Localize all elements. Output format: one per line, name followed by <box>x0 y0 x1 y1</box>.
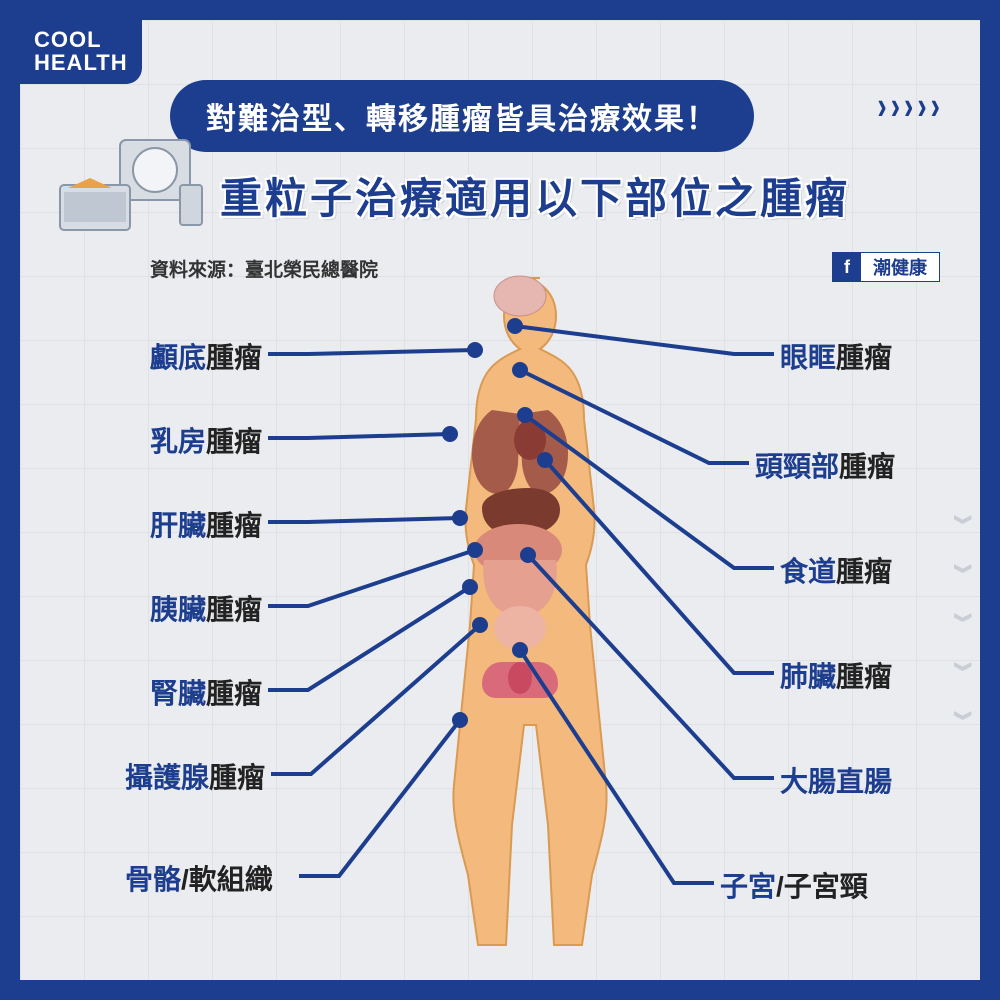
label-子宮: 子宮/子宮頸 <box>720 865 868 905</box>
headline-pill: 對難治型、轉移腫瘤皆具治療效果！ <box>170 80 754 152</box>
label-腎臟: 腎臟腫瘤 <box>150 672 262 712</box>
label-顱底: 顱底腫瘤 <box>150 336 262 376</box>
label-眼眶: 眼眶腫瘤 <box>780 336 892 376</box>
machine-illustration <box>50 130 210 250</box>
facebook-label: 潮健康 <box>861 254 939 280</box>
main-title: 重粒子治療適用以下部位之腫瘤 <box>220 165 850 226</box>
label-胰臟: 胰臟腫瘤 <box>150 588 262 628</box>
source-text: 資料來源：臺北榮民總醫院 <box>150 255 378 282</box>
logo-line2: HEALTH <box>34 51 128 74</box>
label-大腸直腸: 大腸直腸 <box>780 760 892 800</box>
human-body <box>390 270 650 970</box>
label-肝臟: 肝臟腫瘤 <box>150 504 262 544</box>
label-食道: 食道腫瘤 <box>780 550 892 590</box>
label-攝護腺: 攝護腺腫瘤 <box>125 756 265 796</box>
brand-logo: COOL HEALTH <box>20 20 142 84</box>
chevrons-down: ››››› <box>959 500 970 735</box>
label-乳房: 乳房腫瘤 <box>150 420 262 460</box>
label-骨骼: 骨骼/軟組織 <box>125 858 273 898</box>
facebook-badge[interactable]: f 潮健康 <box>832 252 940 282</box>
facebook-icon: f <box>833 253 861 281</box>
label-肺臟: 肺臟腫瘤 <box>780 655 892 695</box>
chevrons-right: ››››› <box>877 90 940 122</box>
label-頭頸部: 頭頸部腫瘤 <box>755 445 895 485</box>
logo-line1: COOL <box>34 28 128 51</box>
infographic-frame: COOL HEALTH 對難治型、轉移腫瘤皆具治療效果！ ››››› 重粒子治療… <box>0 0 1000 1000</box>
